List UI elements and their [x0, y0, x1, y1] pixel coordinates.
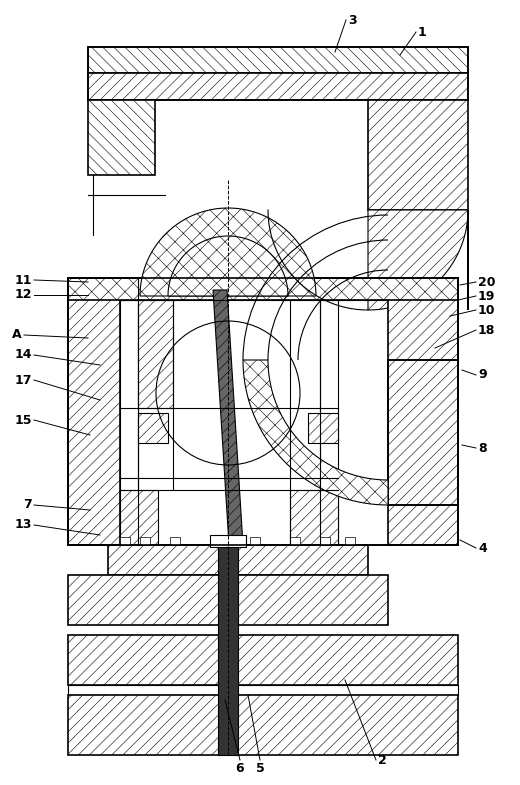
Text: 18: 18 [478, 323, 496, 337]
Text: 13: 13 [15, 519, 32, 531]
Polygon shape [213, 290, 243, 545]
Polygon shape [210, 537, 220, 545]
Polygon shape [290, 490, 338, 545]
Text: 5: 5 [256, 762, 264, 775]
Polygon shape [68, 635, 458, 685]
Text: 12: 12 [15, 289, 32, 301]
Polygon shape [138, 300, 173, 408]
Polygon shape [68, 575, 388, 625]
Text: 15: 15 [15, 414, 32, 426]
Text: 17: 17 [15, 374, 32, 386]
Text: 7: 7 [23, 498, 32, 512]
Text: 20: 20 [478, 276, 496, 289]
Polygon shape [88, 73, 468, 100]
Polygon shape [88, 100, 155, 175]
Polygon shape [108, 545, 368, 575]
Polygon shape [250, 537, 260, 545]
Polygon shape [68, 685, 458, 695]
Polygon shape [308, 413, 338, 443]
Text: 10: 10 [478, 304, 496, 316]
Polygon shape [120, 537, 130, 545]
Text: 1: 1 [418, 25, 427, 38]
Polygon shape [210, 535, 246, 547]
Polygon shape [120, 490, 158, 545]
Polygon shape [388, 278, 458, 545]
Polygon shape [320, 300, 338, 545]
Polygon shape [345, 537, 355, 545]
Polygon shape [368, 100, 468, 210]
Text: 3: 3 [348, 13, 357, 27]
Polygon shape [140, 208, 316, 296]
Polygon shape [368, 210, 468, 310]
Polygon shape [138, 413, 168, 443]
Text: 6: 6 [236, 762, 244, 775]
Text: 9: 9 [478, 368, 487, 382]
Polygon shape [218, 545, 238, 755]
Polygon shape [68, 695, 458, 755]
Text: 8: 8 [478, 441, 487, 455]
Text: 19: 19 [478, 290, 496, 302]
Polygon shape [120, 300, 138, 545]
Polygon shape [320, 537, 330, 545]
Text: 2: 2 [378, 754, 387, 766]
Polygon shape [243, 360, 388, 505]
Polygon shape [170, 537, 180, 545]
Polygon shape [140, 537, 150, 545]
Polygon shape [68, 278, 120, 545]
Text: 14: 14 [15, 349, 32, 362]
Polygon shape [88, 47, 468, 73]
Polygon shape [68, 278, 458, 300]
Polygon shape [168, 236, 288, 296]
Text: 11: 11 [15, 273, 32, 287]
Text: A: A [12, 328, 22, 341]
Text: 4: 4 [478, 542, 487, 554]
Polygon shape [290, 537, 300, 545]
Polygon shape [388, 360, 458, 505]
